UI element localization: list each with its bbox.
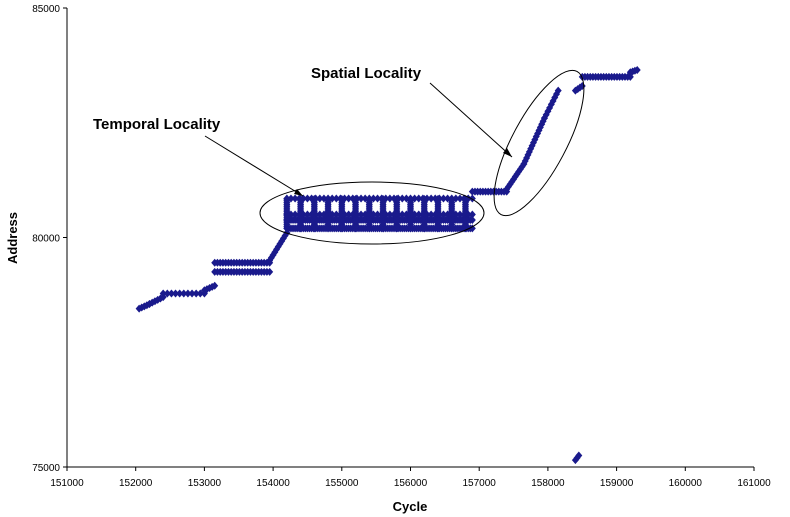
temporal-locality-arrow [204, 135, 304, 197]
data-point [575, 451, 583, 460]
spatial-locality-annotation: Spatial Locality [311, 65, 585, 217]
temporal-locality-ellipse [259, 181, 485, 245]
data-point [316, 194, 324, 203]
data-point [427, 210, 435, 219]
x-tick-label: 153000 [188, 478, 222, 489]
data-point [415, 194, 423, 203]
x-tick-label: 154000 [256, 478, 290, 489]
data-point [192, 289, 200, 298]
x-axis-title: Cycle [393, 499, 428, 514]
y-tick-label: 80000 [32, 234, 60, 245]
temporal-locality-label: Temporal Locality [93, 116, 221, 133]
data-point [374, 210, 382, 219]
data-point [332, 210, 340, 219]
data-point [167, 289, 175, 298]
y-axis-ticks: 75000 80000 85000 [32, 4, 67, 474]
data-point [386, 210, 394, 219]
data-point [439, 194, 447, 203]
temporal-locality-annotation: Temporal Locality [93, 116, 485, 245]
data-point [345, 210, 353, 219]
x-tick-label: 159000 [600, 478, 634, 489]
y-tick-label: 75000 [32, 463, 60, 474]
data-point [316, 210, 324, 219]
y-axis-title: Address [5, 212, 20, 264]
data-point [180, 289, 188, 298]
data-point [184, 289, 192, 298]
data-point [303, 210, 311, 219]
data-point [448, 194, 456, 203]
data-point [267, 253, 275, 262]
x-tick-label: 152000 [119, 478, 153, 489]
temporal-locality-arrowhead [294, 189, 303, 196]
x-tick-label: 155000 [325, 478, 359, 489]
data-point [456, 210, 464, 219]
x-tick-label: 157000 [463, 478, 497, 489]
spatial-locality-ellipse [493, 69, 585, 217]
data-point [434, 194, 442, 203]
x-axis-ticks: 151000 152000 153000 154000 155000 156000 1570… [50, 467, 771, 489]
data-point [357, 194, 365, 203]
data-point [439, 210, 447, 219]
data-point [172, 289, 180, 298]
data-point [176, 289, 184, 298]
data-point [338, 194, 346, 203]
data-point [393, 194, 401, 203]
data-point [163, 289, 171, 298]
data-point [633, 65, 641, 74]
data-point [297, 194, 305, 203]
y-tick-label: 85000 [32, 4, 60, 15]
data-point [468, 216, 476, 225]
x-tick-label: 158000 [531, 478, 565, 489]
data-point [427, 194, 435, 203]
x-tick-label: 161000 [737, 478, 771, 489]
data-point [352, 194, 360, 203]
data-point [291, 210, 299, 219]
x-tick-label: 156000 [394, 478, 428, 489]
data-point [407, 194, 414, 203]
data-point [420, 194, 428, 203]
data-point [345, 194, 353, 203]
data-point [332, 194, 340, 203]
data-point [357, 210, 365, 219]
x-tick-label: 151000 [50, 478, 84, 489]
data-point [508, 177, 516, 186]
data-point [324, 194, 332, 203]
data-point [554, 86, 562, 95]
data-point [291, 194, 299, 203]
data-point [159, 289, 167, 298]
data-point [398, 210, 406, 219]
data-point [266, 267, 274, 276]
data-point [398, 194, 406, 203]
data-point [310, 194, 318, 203]
data-point [468, 210, 476, 219]
data-point [386, 194, 394, 203]
spatial-locality-arrow [429, 82, 513, 158]
data-point [374, 194, 382, 203]
data-point [303, 194, 311, 203]
x-tick-label: 160000 [669, 478, 703, 489]
data-point [211, 281, 219, 290]
data-point [188, 289, 196, 298]
data-point [535, 126, 543, 135]
data-point [283, 194, 291, 203]
data-points [135, 65, 641, 465]
data-point [365, 194, 373, 203]
data-point [415, 210, 423, 219]
data-point [456, 194, 464, 203]
spatial-locality-label: Spatial Locality [311, 65, 422, 82]
data-point [379, 194, 387, 203]
spatial-locality-arrowhead [503, 148, 512, 157]
